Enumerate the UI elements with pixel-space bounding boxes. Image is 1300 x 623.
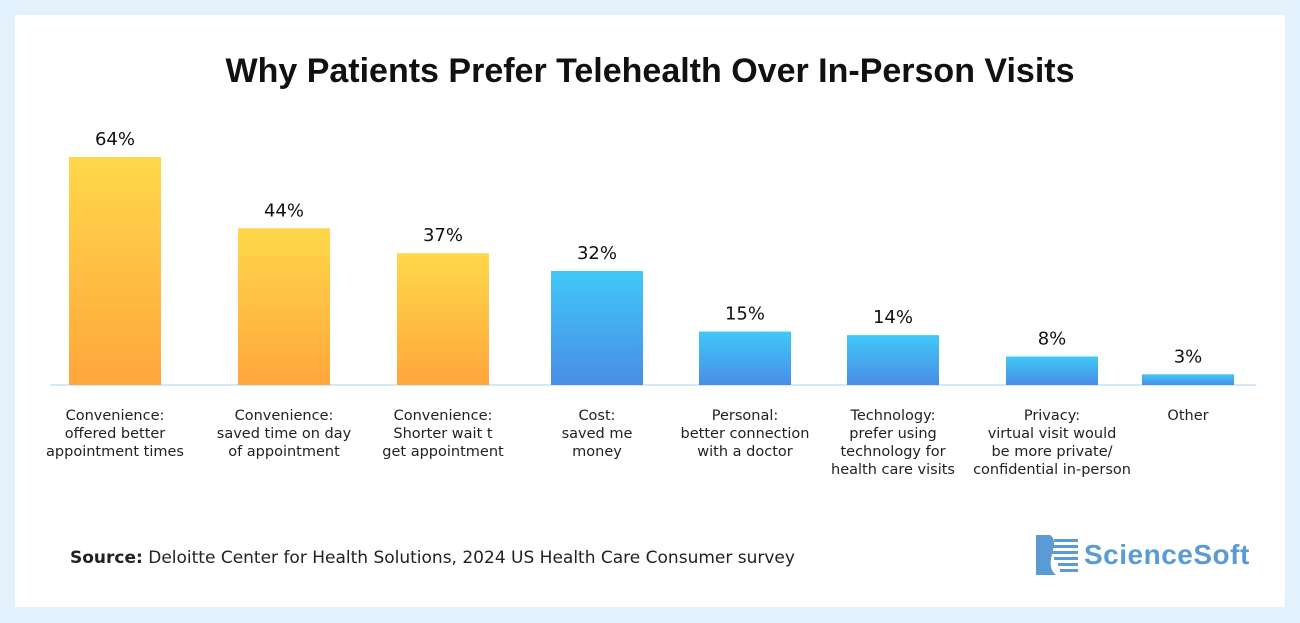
bar — [551, 271, 643, 385]
data-label: 44% — [264, 200, 304, 221]
data-label: 14% — [873, 307, 913, 328]
category-label: Other — [1167, 408, 1208, 424]
data-label: 15% — [725, 304, 765, 325]
data-label: 3% — [1174, 346, 1203, 367]
bar — [1142, 374, 1234, 385]
bar — [847, 335, 939, 385]
category-label: Personal: better connection with a doctor — [681, 408, 810, 460]
bar — [397, 253, 489, 385]
sciencesoft-logo: ScienceSoft — [1036, 535, 1250, 575]
bar — [238, 228, 330, 385]
source-label: Source: — [70, 548, 143, 568]
category-label: Cost: saved me money — [562, 408, 633, 460]
category-label: Convenience: Shorter wait t get appointmen… — [382, 408, 504, 460]
category-label: Convenience: saved time on day of appointm… — [217, 408, 352, 460]
category-label: Privacy: virtual visit would be more priva… — [973, 408, 1131, 478]
bar — [1006, 356, 1098, 385]
category-label: Technology: prefer using technology for hea… — [831, 408, 955, 478]
chart-title: Why Patients Prefer Telehealth Over In-P… — [225, 52, 1075, 90]
source-note: Source: Deloitte Center for Health Solut… — [70, 548, 795, 568]
data-label: 37% — [423, 225, 463, 246]
bar — [699, 331, 791, 385]
chart-card — [15, 15, 1285, 607]
bar — [69, 157, 161, 385]
logo-text: ScienceSoft — [1084, 539, 1250, 570]
logo-mark-icon — [1036, 535, 1078, 575]
data-label: 32% — [577, 243, 617, 264]
source-text: Deloitte Center for Health Solutions, 20… — [142, 548, 795, 568]
data-label: 64% — [95, 129, 135, 150]
data-label: 8% — [1038, 329, 1067, 350]
category-label: Convenience: offered better appointment ti… — [46, 408, 184, 460]
